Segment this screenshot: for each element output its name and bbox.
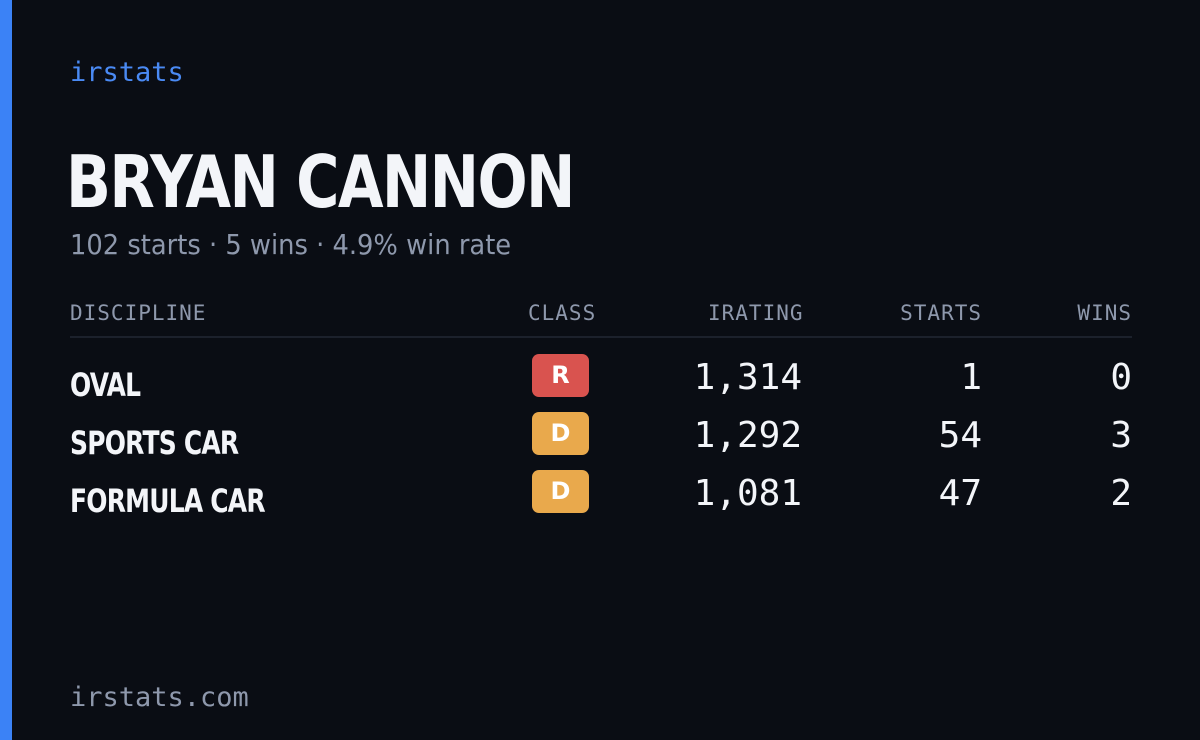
player-name: BRYAN CANNON	[66, 140, 575, 224]
starts-value: 1	[960, 357, 982, 398]
wins-value: 3	[1110, 415, 1132, 456]
table-row: SPORTS CAR D 1,292 54 3	[0, 412, 1200, 470]
header-class: CLASS	[528, 301, 597, 325]
wins-value: 2	[1110, 473, 1132, 514]
irating-value: 1,081	[693, 473, 802, 514]
table-row: FORMULA CAR D 1,081 47 2	[0, 470, 1200, 528]
starts-value: 47	[938, 473, 982, 514]
class-badge: D	[532, 412, 589, 455]
discipline-label: SPORTS CAR	[70, 424, 239, 462]
wins-value: 0	[1110, 357, 1132, 398]
brand-logo: irstats	[70, 57, 184, 88]
header-wins: WINS	[1077, 301, 1132, 325]
header-starts: STARTS	[900, 301, 982, 325]
player-summary: 102 starts · 5 wins · 4.9% win rate	[70, 228, 512, 261]
table-row: OVAL R 1,314 1 0	[0, 354, 1200, 412]
irating-value: 1,314	[693, 357, 802, 398]
irating-value: 1,292	[693, 415, 802, 456]
footer-domain: irstats.com	[70, 682, 249, 713]
header-divider	[70, 336, 1132, 338]
starts-value: 54	[938, 415, 982, 456]
discipline-label: OVAL	[70, 366, 141, 404]
discipline-label: FORMULA CAR	[70, 482, 266, 520]
header-discipline: DISCIPLINE	[70, 301, 207, 325]
header-irating: IRATING	[708, 301, 804, 325]
accent-bar	[0, 0, 12, 740]
class-badge: D	[532, 470, 589, 513]
class-badge: R	[532, 354, 589, 397]
